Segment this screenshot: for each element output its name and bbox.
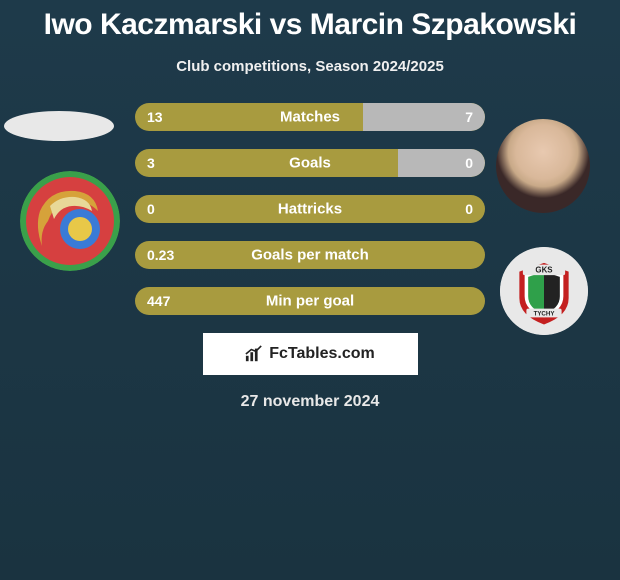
stat-label: Matches [280,109,340,126]
stat-bar: 3 Goals 0 [135,149,485,177]
comparison-title: Iwo Kaczmarski vs Marcin Szpakowski [0,0,620,42]
watermark-badge: FcTables.com [203,333,418,375]
snapshot-date: 27 november 2024 [0,393,620,411]
svg-text:TYCHY: TYCHY [534,311,555,318]
svg-text:GKS: GKS [535,266,552,275]
stat-value-left: 0.23 [147,247,174,263]
stat-value-right: 0 [465,201,473,217]
stat-bar: 0 Hattricks 0 [135,195,485,223]
stat-bar: 13 Matches 7 [135,103,485,131]
club-left-badge [20,171,120,271]
stat-value-left: 0 [147,201,155,217]
stat-value-right: 0 [465,155,473,171]
player-right-avatar [496,119,590,213]
stat-value-left: 447 [147,293,170,309]
club-right-badge: GKS TYCHY [500,247,588,335]
stat-label: Min per goal [266,293,354,310]
player-right-photo [496,119,590,213]
stat-label: Goals [289,155,331,172]
season-subtitle: Club competitions, Season 2024/2025 [0,58,620,75]
chart-icon [245,345,263,363]
stat-bar: 447 Min per goal [135,287,485,315]
watermark-text: FcTables.com [269,345,375,363]
club-right-icon: GKS TYCHY [500,247,588,335]
stat-value-left: 13 [147,109,163,125]
stat-value-right: 7 [465,109,473,125]
stat-value-left: 3 [147,155,155,171]
stat-bars: 13 Matches 7 3 Goals 0 0 Hattricks 0 0.23 Goals pe… [135,103,485,315]
stat-label: Goals per match [251,247,369,264]
stat-bar: 0.23 Goals per match [135,241,485,269]
player-left-avatar [4,111,114,141]
stat-label: Hattricks [278,201,342,218]
comparison-content: GKS TYCHY 13 Matches 7 3 Goals 0 0 Hattricks 0 0.… [0,103,620,411]
club-left-icon [20,171,120,271]
